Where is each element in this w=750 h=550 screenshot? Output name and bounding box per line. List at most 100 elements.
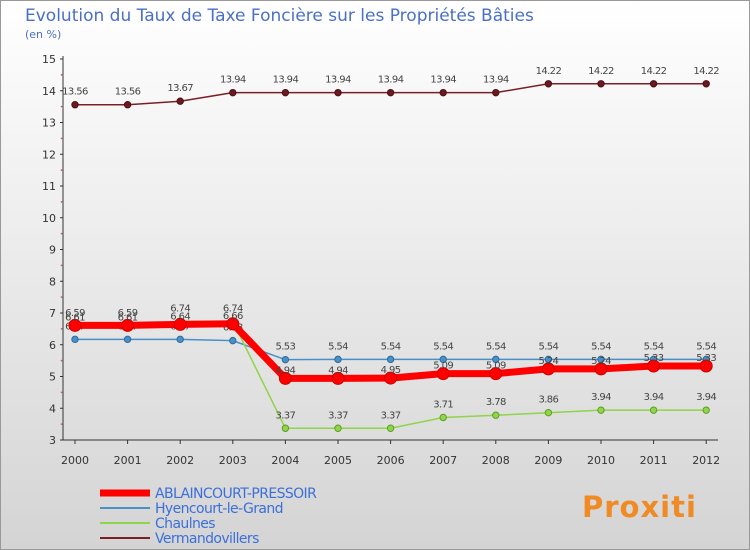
proxiti-logo: Proxiti (582, 490, 697, 524)
data-point (121, 318, 135, 332)
data-label: 4.95 (381, 365, 401, 376)
data-label: 5.54 (328, 341, 348, 352)
data-point (334, 88, 342, 97)
data-label: 5.54 (433, 341, 453, 352)
legend-label: ABLAINCOURT-PRESSOIR (155, 486, 317, 502)
data-label: 13.67 (167, 83, 193, 94)
data-point (334, 424, 342, 432)
data-point (123, 335, 132, 344)
data-label: 3.86 (538, 395, 558, 406)
y-minor-tick (60, 200, 63, 203)
data-point (647, 359, 661, 373)
data-label: 6.74 (170, 303, 190, 314)
x-tick-label: 2003 (219, 454, 247, 467)
data-label: 13.94 (483, 75, 509, 86)
data-point (541, 362, 555, 376)
data-point (281, 424, 290, 432)
y-tick-label: 5 (49, 371, 56, 384)
data-point (71, 335, 79, 344)
y-minor-tick (60, 423, 63, 426)
x-tick-label: 2000 (61, 454, 89, 467)
data-label: 5.09 (486, 361, 506, 372)
data-label: 3.94 (591, 392, 611, 403)
data-point (594, 362, 608, 376)
data-point (226, 317, 240, 331)
data-label: 6.64 (170, 311, 190, 322)
data-point (489, 367, 503, 381)
data-point (384, 371, 398, 385)
data-label: 5.54 (696, 341, 716, 352)
y-tick-label: 12 (42, 148, 56, 161)
legend-label: Vermandovillers (155, 531, 259, 547)
data-label: 6.66 (223, 311, 243, 322)
x-tick-label: 2007 (429, 454, 457, 467)
data-point (544, 408, 553, 417)
legend: ABLAINCOURT-PRESSOIRHyencourt-le-GrandCh… (100, 486, 318, 547)
y-minor-tick (60, 359, 63, 362)
y-tick-label: 14 (42, 85, 56, 98)
data-label: 5.54 (486, 341, 506, 352)
data-point (492, 355, 500, 364)
data-point (649, 406, 658, 414)
series-hyencourt-le-grand: 6.176.176.176.135.535.545.545.545.545.54… (65, 321, 717, 364)
x-tick-label: 2006 (377, 454, 405, 467)
data-label: 5.53 (275, 342, 295, 353)
data-point (699, 359, 713, 373)
data-point (281, 355, 290, 364)
data-label: 14.22 (588, 66, 614, 77)
data-label: 3.94 (644, 392, 664, 403)
y-tick-label: 13 (42, 117, 56, 130)
data-point (123, 101, 132, 109)
data-label: 14.22 (641, 66, 667, 77)
data-label: 5.54 (591, 341, 611, 352)
series-ablaincourt-pressoir: 6.61 6.61 6.64 6.66 4.94 4.94 4.95 5.09 5.09 5.24… (65, 311, 717, 385)
data-point (544, 80, 553, 88)
y-minor-tick (60, 296, 63, 299)
y-minor-tick (60, 264, 63, 267)
data-point (229, 336, 237, 345)
data-point (386, 424, 395, 432)
y-tick-label: 15 (42, 53, 56, 66)
data-label: 6.61 (65, 312, 85, 323)
data-label: 14.22 (536, 66, 562, 77)
data-label: 3.37 (381, 410, 401, 421)
x-tick-label: 2012 (692, 454, 720, 467)
data-label: 13.94 (220, 75, 246, 86)
data-point (278, 371, 292, 385)
data-label: 6.59 (65, 308, 85, 319)
y-minor-tick (60, 105, 63, 108)
axes: 3 4 5 6 7 8 9 10 11 12 13 14 15 2000 2001 2002 2003 2004 2… (42, 53, 720, 467)
series-vermandovillers: 13.56 13.56 13.67 13.94 13.94 13.94 13.94 13.94… (62, 66, 720, 109)
data-point (439, 88, 447, 97)
data-label: 5.33 (696, 353, 716, 364)
data-label: 6.59 (118, 308, 138, 319)
data-point (331, 371, 345, 385)
data-label: 5.54 (538, 341, 558, 352)
data-point (436, 367, 450, 381)
x-tick-label: 2008 (482, 454, 510, 467)
data-point (439, 413, 447, 422)
data-label: 5.54 (644, 341, 664, 352)
y-tick-label: 6 (49, 339, 56, 352)
y-minor-tick (60, 391, 63, 394)
data-label: 6.61 (118, 312, 138, 323)
data-point (176, 97, 184, 105)
data-label: 13.94 (325, 75, 351, 86)
data-point (68, 318, 82, 332)
data-point (281, 88, 290, 97)
data-point (71, 101, 79, 109)
y-minor-tick (60, 232, 63, 235)
y-tick-label: 3 (49, 434, 56, 447)
data-label: 4.94 (328, 365, 348, 376)
data-label: 5.09 (433, 361, 453, 372)
data-point (702, 406, 710, 414)
data-point (386, 88, 395, 97)
data-point (597, 406, 605, 414)
y-tick-label: 10 (42, 212, 56, 225)
data-label: 3.37 (328, 410, 348, 421)
data-label: 5.54 (381, 341, 401, 352)
data-point (492, 411, 500, 419)
series-layer: 13.56 13.56 13.67 13.94 13.94 13.94 13.94 13.94… (62, 66, 720, 432)
data-label: 13.56 (62, 87, 88, 98)
